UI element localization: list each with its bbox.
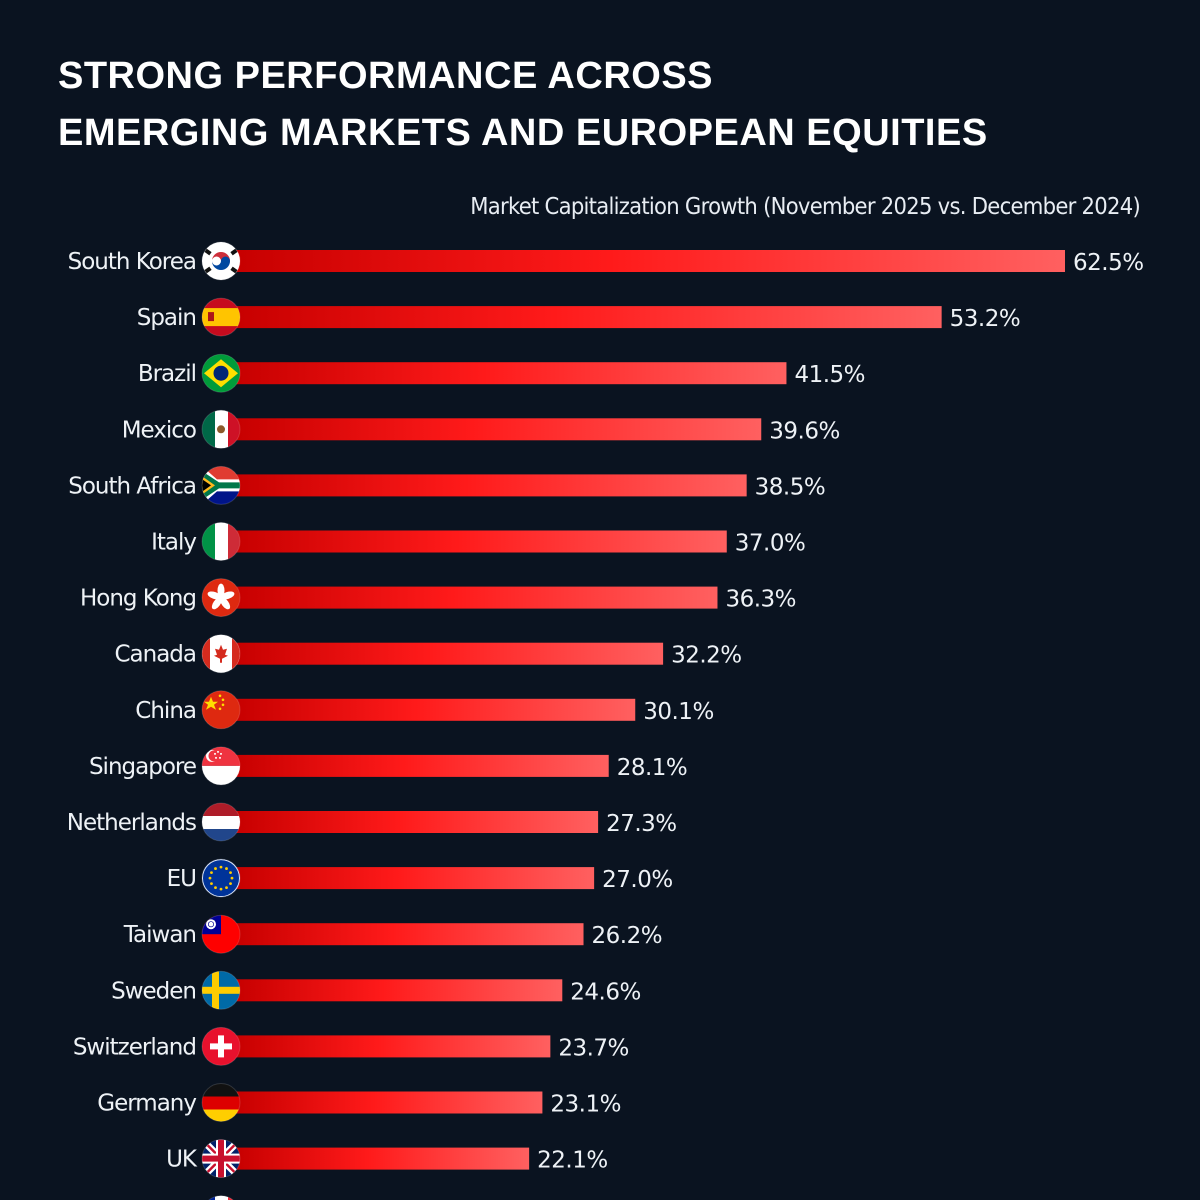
category-label: South Korea	[68, 249, 196, 275]
south-africa-flag-icon	[201, 465, 241, 505]
value-label: 28.1%	[617, 755, 688, 781]
bar-row: Germany 23.1%	[97, 1083, 621, 1122]
bar	[236, 250, 1065, 272]
bar	[236, 1091, 543, 1114]
category-label: Spain	[137, 305, 196, 331]
bar-row: Hong Kong 36.3%	[80, 578, 797, 618]
bar-row: Sweden 24.6%	[111, 970, 641, 1010]
bar-row: South Korea 62.5%	[68, 241, 1144, 281]
bar-row: Mexico 39.6%	[122, 409, 840, 449]
bar	[236, 586, 718, 609]
south-korea-flag-icon	[201, 241, 241, 281]
italy-flag-icon	[201, 522, 241, 561]
bar-row: Taiwan 26.2%	[123, 914, 663, 954]
value-label: 41.5%	[794, 362, 865, 388]
bar-row: Brazil 41.5%	[138, 353, 866, 393]
category-label: EU	[167, 866, 196, 892]
value-label: 22.1%	[537, 1148, 608, 1174]
category-label: Brazil	[138, 361, 196, 387]
bar-row: UK 22.1%	[166, 1139, 608, 1179]
title-line-2: EMERGING MARKETS AND EUROPEAN EQUITIES	[58, 112, 988, 154]
value-label: 62.5%	[1073, 250, 1144, 276]
bar	[236, 1035, 551, 1058]
bar	[236, 923, 584, 946]
value-label: 32.2%	[671, 643, 742, 669]
category-label: Singapore	[89, 754, 196, 780]
eu-flag-icon	[201, 858, 241, 898]
bar	[236, 362, 787, 385]
bar	[236, 306, 942, 329]
germany-flag-icon	[201, 1083, 241, 1122]
category-label: Italy	[151, 530, 196, 556]
category-label: Switzerland	[73, 1034, 196, 1060]
bar	[236, 1147, 530, 1170]
sweden-flag-icon	[201, 970, 241, 1010]
france-flag-icon	[202, 1195, 240, 1200]
category-label: Mexico	[122, 417, 196, 443]
category-label: Netherlands	[67, 810, 196, 836]
bar-row: Italy 37.0%	[151, 522, 806, 561]
china-flag-icon	[201, 690, 241, 730]
bar-row: South Africa 38.5%	[68, 465, 826, 505]
category-label: Sweden	[111, 978, 196, 1004]
value-label: 24.6%	[570, 979, 641, 1005]
value-label: 36.3%	[725, 587, 796, 613]
title-line-1: STRONG PERFORMANCE ACROSS	[58, 55, 714, 97]
bar-row: Switzerland 23.7%	[73, 1026, 629, 1066]
spain-flag-icon	[201, 297, 241, 337]
canada-flag-icon	[201, 634, 241, 674]
bar	[236, 867, 595, 890]
bar	[236, 754, 609, 777]
category-label: Taiwan	[123, 922, 196, 948]
value-label: 39.6%	[769, 418, 840, 444]
netherlands-flag-icon	[201, 802, 241, 842]
value-label: 26.2%	[592, 923, 663, 949]
hong-kong-flag-icon	[201, 578, 241, 618]
bar	[236, 811, 599, 833]
bar-row: Netherlands 27.3%	[67, 802, 677, 842]
bar-row: Singapore 28.1%	[89, 746, 688, 786]
category-label: UK	[166, 1147, 198, 1173]
bar	[236, 698, 636, 721]
value-label: 23.7%	[558, 1035, 629, 1061]
bar	[236, 979, 563, 1002]
value-label: 53.2%	[950, 306, 1021, 332]
value-label: 30.1%	[643, 699, 714, 725]
bar	[236, 474, 747, 497]
chart-title: STRONG PERFORMANCE ACROSS EMERGING MARKE…	[58, 48, 988, 162]
bar-row: Canada 32.2%	[114, 634, 742, 674]
value-label: 37.0%	[735, 531, 806, 557]
bar-row: China 30.1%	[135, 690, 714, 730]
category-label: China	[135, 698, 196, 724]
value-label: 23.1%	[550, 1092, 621, 1118]
value-label: 38.5%	[755, 474, 826, 500]
value-label: 27.3%	[606, 811, 677, 837]
value-label: 27.0%	[602, 867, 673, 893]
uk-flag-icon	[201, 1139, 241, 1179]
category-label: Hong Kong	[80, 586, 196, 612]
bar-row: EU 27.0%	[167, 858, 673, 898]
category-label: Germany	[97, 1091, 196, 1117]
taiwan-flag-icon	[201, 914, 241, 954]
bar-row: Spain 53.2%	[137, 297, 1021, 337]
bar	[236, 642, 664, 665]
brazil-flag-icon	[201, 353, 241, 393]
chart-subtitle: Market Capitalization Growth (November 2…	[470, 194, 1140, 220]
singapore-flag-icon	[201, 746, 241, 786]
switzerland-flag-icon	[201, 1026, 241, 1066]
category-label: South Africa	[68, 473, 196, 499]
mexico-flag-icon	[201, 409, 241, 449]
category-label: Canada	[114, 642, 196, 668]
bar	[236, 418, 762, 441]
bar	[236, 530, 727, 553]
